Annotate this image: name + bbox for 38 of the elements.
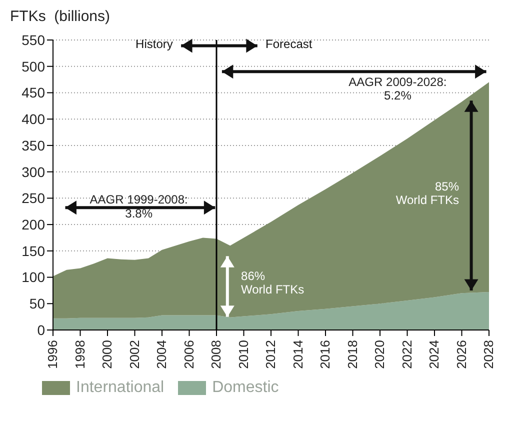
y-tick-label: 450 [22, 84, 46, 101]
x-tick-label: 2012 [263, 340, 278, 369]
x-tick-label: 2022 [399, 340, 414, 369]
legend-label: Domestic [212, 379, 279, 397]
legend-label: International [76, 379, 164, 397]
y-tick-label: 400 [22, 111, 46, 128]
x-tick-label: 2018 [344, 340, 360, 369]
y-tick-label: 50 [29, 296, 46, 312]
x-tick-label: 1996 [45, 340, 60, 369]
y-tick-label: 350 [22, 137, 46, 154]
y-tick-label: 150 [22, 242, 46, 259]
x-tick-label: 2004 [154, 340, 170, 369]
y-tick-label: 300 [22, 164, 46, 180]
y-axis-title: FTKs (billions) [9, 8, 112, 27]
x-tick-label: 1998 [72, 340, 88, 369]
y-tick-label: 100 [22, 269, 46, 286]
annotation: AAGR 1999-2008: 3.8% [90, 192, 188, 220]
x-tick-label: 2014 [290, 340, 306, 369]
x-tick-label: 2002 [126, 340, 142, 369]
annotation: 85% World FTKs [396, 179, 460, 208]
y-tick-label: 200 [22, 216, 46, 233]
x-tick-label: 2008 [208, 340, 224, 369]
x-tick-label: 2020 [372, 340, 388, 369]
annotation: History [136, 36, 173, 51]
y-tick-label: 500 [22, 58, 46, 74]
annotation: Forecast [266, 36, 313, 51]
annotation: AAGR 2009-2028: 5.2% [348, 74, 447, 103]
y-tick-label: 550 [22, 32, 46, 48]
x-tick-label: 2000 [100, 340, 115, 369]
y-tick-label: 0 [37, 322, 46, 338]
x-tick-label: 2006 [181, 340, 196, 369]
x-tick-label: 2024 [426, 340, 442, 369]
x-tick-label: 2028 [481, 340, 496, 369]
y-tick-label: 250 [22, 190, 46, 206]
annotation: 86% World FTKs [241, 268, 304, 297]
x-tick-label: 2010 [236, 340, 251, 369]
x-tick-label: 2016 [318, 340, 333, 369]
x-tick-label: 2026 [454, 340, 469, 369]
